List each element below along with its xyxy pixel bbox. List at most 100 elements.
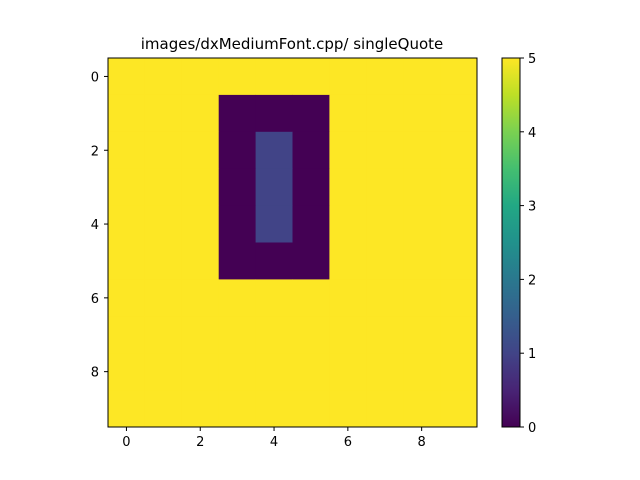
- heatmap-cells: [108, 58, 478, 428]
- heatmap-cell-r2-c7: [366, 131, 404, 170]
- heatmap-cell-r5-c4: [255, 242, 293, 280]
- colorbar-tick-label-0: 0: [528, 421, 536, 436]
- heatmap-cell-r8-c5: [292, 353, 330, 391]
- heatmap-cell-r3-c4: [255, 168, 293, 206]
- heatmap-cell-r5-c5: [292, 242, 330, 280]
- heatmap-cell-r8-c0: [108, 353, 146, 391]
- heatmap-cell-r5-c1: [144, 242, 183, 280]
- chart-title: images/dxMediumFont.cpp/ singleQuote: [141, 35, 444, 53]
- heatmap-cell-r6-c2: [181, 279, 220, 317]
- heatmap-cell-r0-c0: [108, 58, 146, 96]
- heatmap-cell-r0-c1: [144, 58, 183, 96]
- heatmap-cell-r9-c9: [440, 390, 478, 428]
- x-tick-label-8: 8: [418, 435, 426, 450]
- colorbar-tick-label-3: 3: [528, 200, 536, 215]
- heatmap-cell-r3-c6: [329, 168, 367, 206]
- colorbar-tick-label-1: 1: [528, 347, 536, 362]
- heatmap-cell-r5-c2: [181, 242, 220, 280]
- heatmap-cell-r5-c7: [366, 242, 404, 280]
- heatmap-cell-r2-c9: [440, 131, 478, 170]
- heatmap-cell-r4-c1: [144, 205, 183, 243]
- heatmap-cell-r8-c8: [403, 353, 441, 391]
- heatmap-cell-r2-c1: [144, 131, 183, 170]
- heatmap-cell-r7-c6: [329, 316, 367, 354]
- heatmap-cell-r8-c6: [329, 353, 367, 391]
- heatmap-cell-r8-c7: [366, 353, 404, 391]
- y-tick-label-2: 2: [91, 144, 99, 159]
- colorbar-tick-label-4: 4: [528, 126, 536, 141]
- heatmap-cell-r1-c3: [218, 94, 256, 133]
- heatmap-cell-r8-c3: [218, 353, 256, 391]
- heatmap-cell-r3-c0: [108, 168, 146, 206]
- heatmap-cell-r3-c9: [440, 168, 478, 206]
- heatmap-cell-r9-c3: [218, 390, 256, 428]
- heatmap-cell-r4-c8: [403, 205, 441, 243]
- heatmap-cell-r3-c7: [366, 168, 404, 206]
- heatmap-cell-r2-c3: [218, 131, 256, 170]
- heatmap-cell-r6-c8: [403, 279, 441, 317]
- heatmap-cell-r2-c5: [292, 131, 330, 170]
- heatmap-cell-r2-c0: [108, 131, 146, 170]
- heatmap-cell-r3-c3: [218, 168, 256, 206]
- heatmap-cell-r5-c9: [440, 242, 478, 280]
- heatmap-cell-r4-c4: [255, 205, 293, 243]
- heatmap-cell-r9-c8: [403, 390, 441, 428]
- heatmap-cell-r4-c9: [440, 205, 478, 243]
- heatmap-cell-r1-c7: [366, 94, 404, 133]
- heatmap-cell-r5-c6: [329, 242, 367, 280]
- heatmap-cell-r7-c9: [440, 316, 478, 354]
- heatmap-cell-r4-c0: [108, 205, 146, 243]
- heatmap-cell-r2-c4: [255, 131, 293, 170]
- heatmap-cell-r1-c0: [108, 94, 146, 133]
- heatmap-cell-r1-c5: [292, 94, 330, 133]
- heatmap-cell-r1-c2: [181, 94, 220, 133]
- heatmap-cell-r7-c4: [255, 316, 293, 354]
- colorbar: [501, 57, 521, 428]
- y-tick-label-6: 6: [91, 292, 99, 307]
- heatmap-cell-r1-c8: [403, 94, 441, 133]
- heatmap-cell-r6-c7: [366, 279, 404, 317]
- colorbar-tick-label-2: 2: [528, 273, 536, 288]
- heatmap-cell-r8-c2: [181, 353, 220, 391]
- heatmap-cell-r4-c2: [181, 205, 220, 243]
- heatmap-cell-r2-c8: [403, 131, 441, 170]
- heatmap-cell-r4-c5: [292, 205, 330, 243]
- heatmap-cell-r2-c2: [181, 131, 220, 170]
- heatmap-cell-r1-c4: [255, 94, 293, 133]
- x-tick-label-6: 6: [344, 435, 352, 450]
- heatmap-cell-r7-c0: [108, 316, 146, 354]
- heatmap-cell-r1-c1: [144, 94, 183, 133]
- heatmap-cell-r9-c0: [108, 390, 146, 428]
- x-tick-label-0: 0: [122, 435, 130, 450]
- colorbar-axis: 0 1 2 3 4 5: [520, 52, 536, 436]
- y-tick-label-8: 8: [91, 366, 99, 381]
- heatmap-cell-r3-c1: [144, 168, 183, 206]
- heatmap-cell-r1-c6: [329, 94, 367, 133]
- heatmap-cell-r9-c6: [329, 390, 367, 428]
- heatmap-cell-r6-c5: [292, 279, 330, 317]
- colorbar-tick-label-5: 5: [528, 52, 536, 67]
- heatmap-cell-r9-c1: [144, 390, 183, 428]
- heatmap-cell-r7-c8: [403, 316, 441, 354]
- heatmap-cell-r6-c1: [144, 279, 183, 317]
- heatmap-cell-r9-c4: [255, 390, 293, 428]
- heatmap-cell-r7-c7: [366, 316, 404, 354]
- heatmap-cell-r0-c2: [181, 58, 220, 96]
- heatmap-cell-r5-c8: [403, 242, 441, 280]
- heatmap-cell-r0-c7: [366, 58, 404, 96]
- heatmap-cell-r4-c7: [366, 205, 404, 243]
- heatmap-cell-r0-c5: [292, 58, 330, 96]
- y-tick-label-4: 4: [91, 218, 99, 233]
- x-axis: 0 2 4 6 8: [122, 427, 426, 450]
- heatmap-cell-r3-c5: [292, 168, 330, 206]
- heatmap-cell-r0-c4: [255, 58, 293, 96]
- heatmap-cell-r7-c3: [218, 316, 256, 354]
- heatmap-cell-r0-c6: [329, 58, 367, 96]
- heatmap-cell-r5-c0: [108, 242, 146, 280]
- heatmap-cell-r6-c0: [108, 279, 146, 317]
- heatmap-cell-r8-c4: [255, 353, 293, 391]
- x-tick-label-2: 2: [196, 435, 204, 450]
- heatmap-cell-r6-c6: [329, 279, 367, 317]
- heatmap-cell-r9-c5: [292, 390, 330, 428]
